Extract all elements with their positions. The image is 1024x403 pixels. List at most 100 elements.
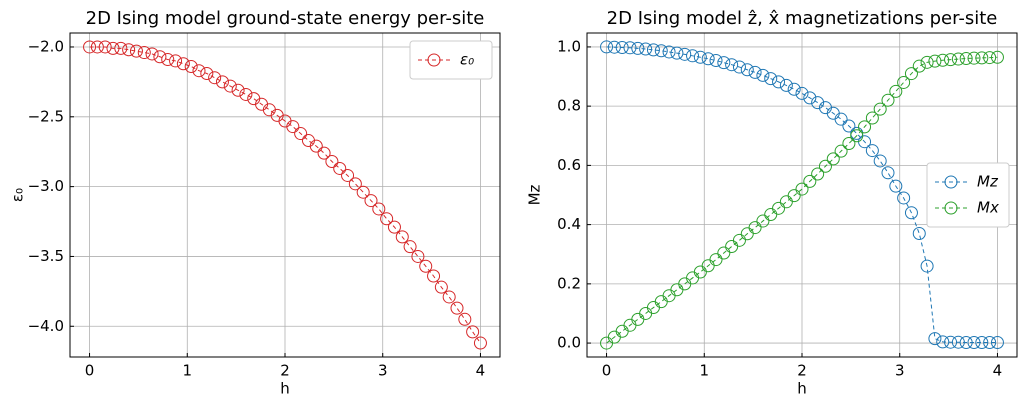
data-point <box>137 46 151 60</box>
data-point <box>615 324 629 338</box>
data-point <box>215 75 229 89</box>
data-point <box>865 111 879 125</box>
x-tick-label: 0 <box>85 362 95 380</box>
data-point <box>709 54 723 68</box>
data-point <box>654 295 668 309</box>
data-point <box>811 167 825 181</box>
data-point <box>826 152 840 166</box>
x-axis-label: h <box>280 380 290 398</box>
data-point <box>208 71 222 85</box>
data-point <box>192 64 206 78</box>
data-point <box>98 40 112 54</box>
data-point <box>169 54 183 68</box>
data-point <box>975 335 989 349</box>
axes-frame <box>586 32 1018 358</box>
data-point <box>990 50 1004 64</box>
legend-marker <box>944 175 958 189</box>
x-tick-label: 4 <box>993 362 1003 380</box>
x-tick-label: 0 <box>602 362 612 380</box>
data-point <box>341 168 355 182</box>
data-point <box>709 253 723 267</box>
x-tick-label: 1 <box>182 362 192 380</box>
data-point <box>811 96 825 110</box>
data-point <box>740 63 754 77</box>
data-point <box>176 57 190 71</box>
data-point <box>670 46 684 60</box>
data-point <box>983 335 997 349</box>
data-point <box>686 49 700 63</box>
y-tick-label: 1.0 <box>557 37 581 55</box>
data-point <box>364 194 378 208</box>
data-point <box>607 40 621 54</box>
data-point <box>748 65 762 79</box>
chart-title: 2D Ising model ẑ, x̂ magnetizations per-… <box>607 8 998 29</box>
y-tick-label: 0.6 <box>557 156 581 174</box>
data-point <box>717 246 731 260</box>
x-axis-label: h <box>797 380 807 398</box>
data-point <box>920 259 934 273</box>
data-point <box>145 47 159 61</box>
data-point <box>239 87 253 101</box>
data-point <box>990 335 1004 349</box>
data-point <box>967 51 981 65</box>
data-point <box>106 41 120 55</box>
data-point <box>834 112 848 126</box>
data-point <box>473 336 487 350</box>
data-point <box>748 221 762 235</box>
data-point <box>764 72 778 86</box>
data-point <box>662 45 676 59</box>
data-point <box>725 58 739 72</box>
data-point <box>395 230 409 244</box>
data-point <box>787 189 801 203</box>
y-tick-label: −2.5 <box>28 107 64 125</box>
data-point <box>380 212 394 226</box>
data-point <box>881 166 895 180</box>
data-point <box>904 67 918 81</box>
data-point <box>912 227 926 241</box>
data-point <box>756 214 770 228</box>
data-point <box>756 68 770 82</box>
y-tick-label: −4.0 <box>28 317 64 335</box>
x-tick-label: 4 <box>476 362 486 380</box>
y-tick-label: 0.8 <box>557 97 581 115</box>
data-point <box>325 154 339 168</box>
legend-label: ε₀ <box>460 51 474 69</box>
data-point <box>670 283 684 297</box>
legend-label: Mx <box>977 199 999 217</box>
data-point <box>787 82 801 96</box>
data-point <box>850 129 864 143</box>
data-point <box>818 159 832 173</box>
data-point <box>639 42 653 56</box>
data-point <box>161 53 175 67</box>
data-point <box>419 259 433 273</box>
data-point <box>83 40 97 54</box>
data-point <box>897 191 911 205</box>
data-point <box>434 280 448 294</box>
data-point <box>944 53 958 67</box>
data-point <box>403 240 417 254</box>
data-point <box>615 41 629 55</box>
data-point <box>803 174 817 188</box>
data-point <box>654 44 668 58</box>
data-point <box>873 154 887 168</box>
series-line <box>606 56 998 344</box>
data-point <box>764 208 778 222</box>
data-point <box>881 93 895 107</box>
legend-box <box>409 40 493 80</box>
data-point <box>262 103 276 117</box>
data-point <box>223 79 237 93</box>
x-tick-label: 3 <box>895 362 905 380</box>
data-point <box>842 136 856 150</box>
data-point <box>309 139 323 153</box>
data-point <box>646 43 660 57</box>
data-point <box>779 78 793 92</box>
data-point <box>975 51 989 65</box>
legend-marker <box>944 201 958 215</box>
data-point <box>678 47 692 61</box>
data-point <box>936 335 950 349</box>
legend-marker <box>427 53 441 67</box>
data-point <box>920 55 934 69</box>
data-point <box>889 84 903 98</box>
data-point <box>701 52 715 66</box>
data-point <box>944 335 958 349</box>
